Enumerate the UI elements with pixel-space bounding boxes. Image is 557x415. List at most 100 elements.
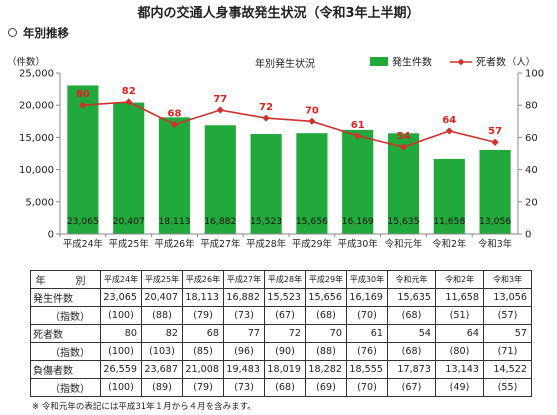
y-left-tick-label: 5,000 xyxy=(25,197,54,208)
bar-value-label: 15,635 xyxy=(387,216,419,227)
table-cell: 54 xyxy=(387,324,436,343)
table-cell: (68) xyxy=(387,306,436,325)
x-tick-label: 令和3年 xyxy=(478,238,512,250)
table-cell: 77 xyxy=(223,324,265,343)
table-cell: 15,656 xyxy=(305,288,347,307)
legend-label-line: 死者数 xyxy=(476,56,506,69)
table-cell: 68 xyxy=(182,324,224,343)
bars-group: 23,065 20,407 18,113 16,882 15,523 15,656 16,1… xyxy=(67,85,511,235)
table-cell: 14,522 xyxy=(483,360,532,379)
table-row: 死者数 80 82 68 77 72 70 61 54 64 57 xyxy=(30,324,532,343)
line-point xyxy=(308,117,316,125)
table-row-label: （指数） xyxy=(30,378,101,397)
table-cell: (67) xyxy=(387,378,436,397)
table-cell: (55) xyxy=(483,378,532,397)
table-row: （指数） (100) (103) (85) (96) (90) (88) (76) (68) (8… xyxy=(30,342,532,361)
table-cell: (68) xyxy=(305,306,347,325)
x-tick-label: 令和2年 xyxy=(432,238,466,250)
table-cell: 13,056 xyxy=(483,288,532,307)
bar xyxy=(250,134,282,234)
chart-title: 年別発生状況 xyxy=(255,57,315,70)
x-tick-label: 平成25年 xyxy=(109,238,149,250)
y-left-tick-label: 0 xyxy=(48,230,54,241)
table-cell: 16,882 xyxy=(223,288,265,307)
table-cell: 15,523 xyxy=(264,288,306,307)
y-left-axis-label: （件数） xyxy=(7,56,45,68)
table-year-header: 平成29年 xyxy=(305,270,347,289)
table-cell: 18,282 xyxy=(305,360,347,379)
table-year-header: 平成24年 xyxy=(100,270,142,289)
table-year-header: 令和元年 xyxy=(387,270,436,289)
bar xyxy=(204,125,236,234)
bar-value-label: 16,882 xyxy=(204,216,236,227)
y-left-axis: 0 5,000 10,000 15,000 20,000 25,000 xyxy=(19,69,61,241)
table-cell: (69) xyxy=(305,378,347,397)
line-value-label: 61 xyxy=(351,120,365,131)
legend-swatch-bar xyxy=(370,57,388,66)
bar xyxy=(342,129,374,234)
bar xyxy=(67,85,99,235)
line-value-label: 80 xyxy=(76,89,90,100)
table-cell: 70 xyxy=(305,324,347,343)
table-cell: (67) xyxy=(264,306,306,325)
table-cell: 18,019 xyxy=(264,360,306,379)
table-cell: (103) xyxy=(141,342,183,361)
table-cell: (70) xyxy=(346,378,388,397)
table-year-header: 平成27年 xyxy=(223,270,265,289)
line-point xyxy=(491,138,499,146)
table-row-label: （指数） xyxy=(30,306,101,325)
table-cell: 16,169 xyxy=(346,288,388,307)
bar xyxy=(158,117,191,234)
bar-value-label: 15,656 xyxy=(296,216,328,227)
table-year-header: 平成28年 xyxy=(264,270,306,289)
bar-value-label: 13,056 xyxy=(479,216,511,227)
table-cell: (49) xyxy=(435,378,484,397)
x-tick-label: 平成27年 xyxy=(200,238,240,250)
table-cell: 64 xyxy=(435,324,484,343)
table-header-row: 年 別平成24年 平成25年 平成26年 平成27年 平成28年 平成29年 平成30年 令和… xyxy=(30,270,532,289)
table-row-label: （指数） xyxy=(30,342,101,361)
table-cell: 15,635 xyxy=(387,288,436,307)
y-left-tick-label: 25,000 xyxy=(19,69,54,80)
x-tick-label: 平成26年 xyxy=(154,238,194,250)
table-cell: 17,873 xyxy=(387,360,436,379)
chart: 0 5,000 10,000 15,000 20,000 25,000 0 20 40 60 80… xyxy=(7,56,544,251)
table-cell: (73) xyxy=(223,306,265,325)
table-year-header: 令和2年 xyxy=(435,270,484,289)
y-right-tick-label: 100 xyxy=(525,69,544,80)
bar-value-label: 23,065 xyxy=(67,216,99,227)
table-cell: 11,658 xyxy=(435,288,484,307)
line-value-label: 82 xyxy=(122,86,136,97)
table-cell: 57 xyxy=(483,324,532,343)
bar xyxy=(479,149,511,234)
table-cell: (100) xyxy=(100,342,142,361)
table-cell: (79) xyxy=(182,378,224,397)
bar xyxy=(296,133,328,234)
legend-swatch-marker xyxy=(457,58,465,66)
table-cell: 19,483 xyxy=(223,360,265,379)
section-heading-text: 年別推移 xyxy=(23,26,69,40)
x-tick-label: 平成29年 xyxy=(292,238,332,250)
table-year-header: 令和3年 xyxy=(483,270,532,289)
line-value-label: 68 xyxy=(168,109,182,120)
line-value-label: 57 xyxy=(488,126,502,137)
line-layer: 80 82 68 77 72 70 61 54 64 57 xyxy=(76,86,502,151)
table-cell: (73) xyxy=(223,378,265,397)
section-heading: 年別推移 xyxy=(8,25,69,41)
legend: 発生件数 死者数 xyxy=(370,56,506,69)
line-value-label: 70 xyxy=(305,105,319,116)
x-axis: 平成24年 平成25年 平成26年 平成27年 平成28年 平成29年 平成30年 令和元年令… xyxy=(59,233,518,250)
line-point xyxy=(354,132,362,140)
x-tick-label: 令和元年 xyxy=(385,238,423,250)
table-row-label: 発生件数 xyxy=(30,288,101,307)
x-tick-label: 平成28年 xyxy=(246,238,286,250)
table-cell: 80 xyxy=(100,324,142,343)
y-right-axis: 0 20 40 60 80 100 xyxy=(517,69,544,241)
line-point xyxy=(170,120,179,129)
table-cell: (96) xyxy=(223,342,265,361)
table-cell: (100) xyxy=(100,378,142,397)
table-row: 負傷者数 26,559 23,687 21,008 19,483 18,019 18,282… xyxy=(30,360,532,379)
table-cell: 18,555 xyxy=(346,360,388,379)
table-cell: (51) xyxy=(435,306,484,325)
table-cell: 72 xyxy=(264,324,306,343)
